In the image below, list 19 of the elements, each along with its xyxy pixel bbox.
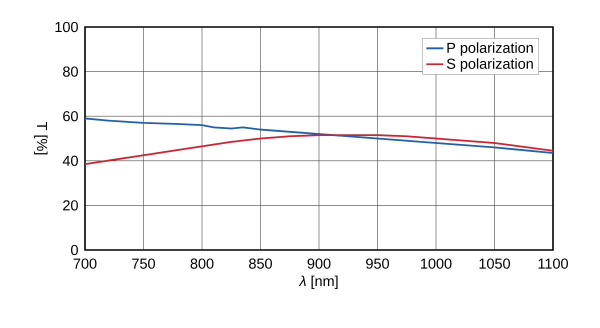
- x-tick-label: 700: [74, 258, 96, 269]
- x-axis-title: λ [nm]: [298, 276, 338, 290]
- y-tick-label: 20: [63, 200, 78, 211]
- y-tick-label: 0: [71, 244, 78, 256]
- x-tick-label: 750: [132, 258, 155, 269]
- x-tick-label: 900: [308, 258, 330, 269]
- y-tick-label: 100: [55, 22, 78, 32]
- x-tick-label: 1000: [421, 258, 452, 269]
- y-axis-title: T [%]: [34, 122, 48, 154]
- x-tick-label: 1100: [538, 258, 568, 269]
- y-tick-label: 80: [63, 66, 78, 77]
- x-tick-label: 950: [366, 258, 389, 269]
- x-tick-label: 850: [249, 258, 272, 269]
- y-tick-label: 60: [63, 111, 78, 122]
- x-tick-label: 800: [190, 258, 214, 269]
- legend-label: S polarization: [446, 58, 533, 72]
- legend-label: P polarization: [447, 42, 533, 56]
- x-tick-label: 1050: [480, 258, 510, 269]
- y-tick-label: 40: [62, 156, 78, 166]
